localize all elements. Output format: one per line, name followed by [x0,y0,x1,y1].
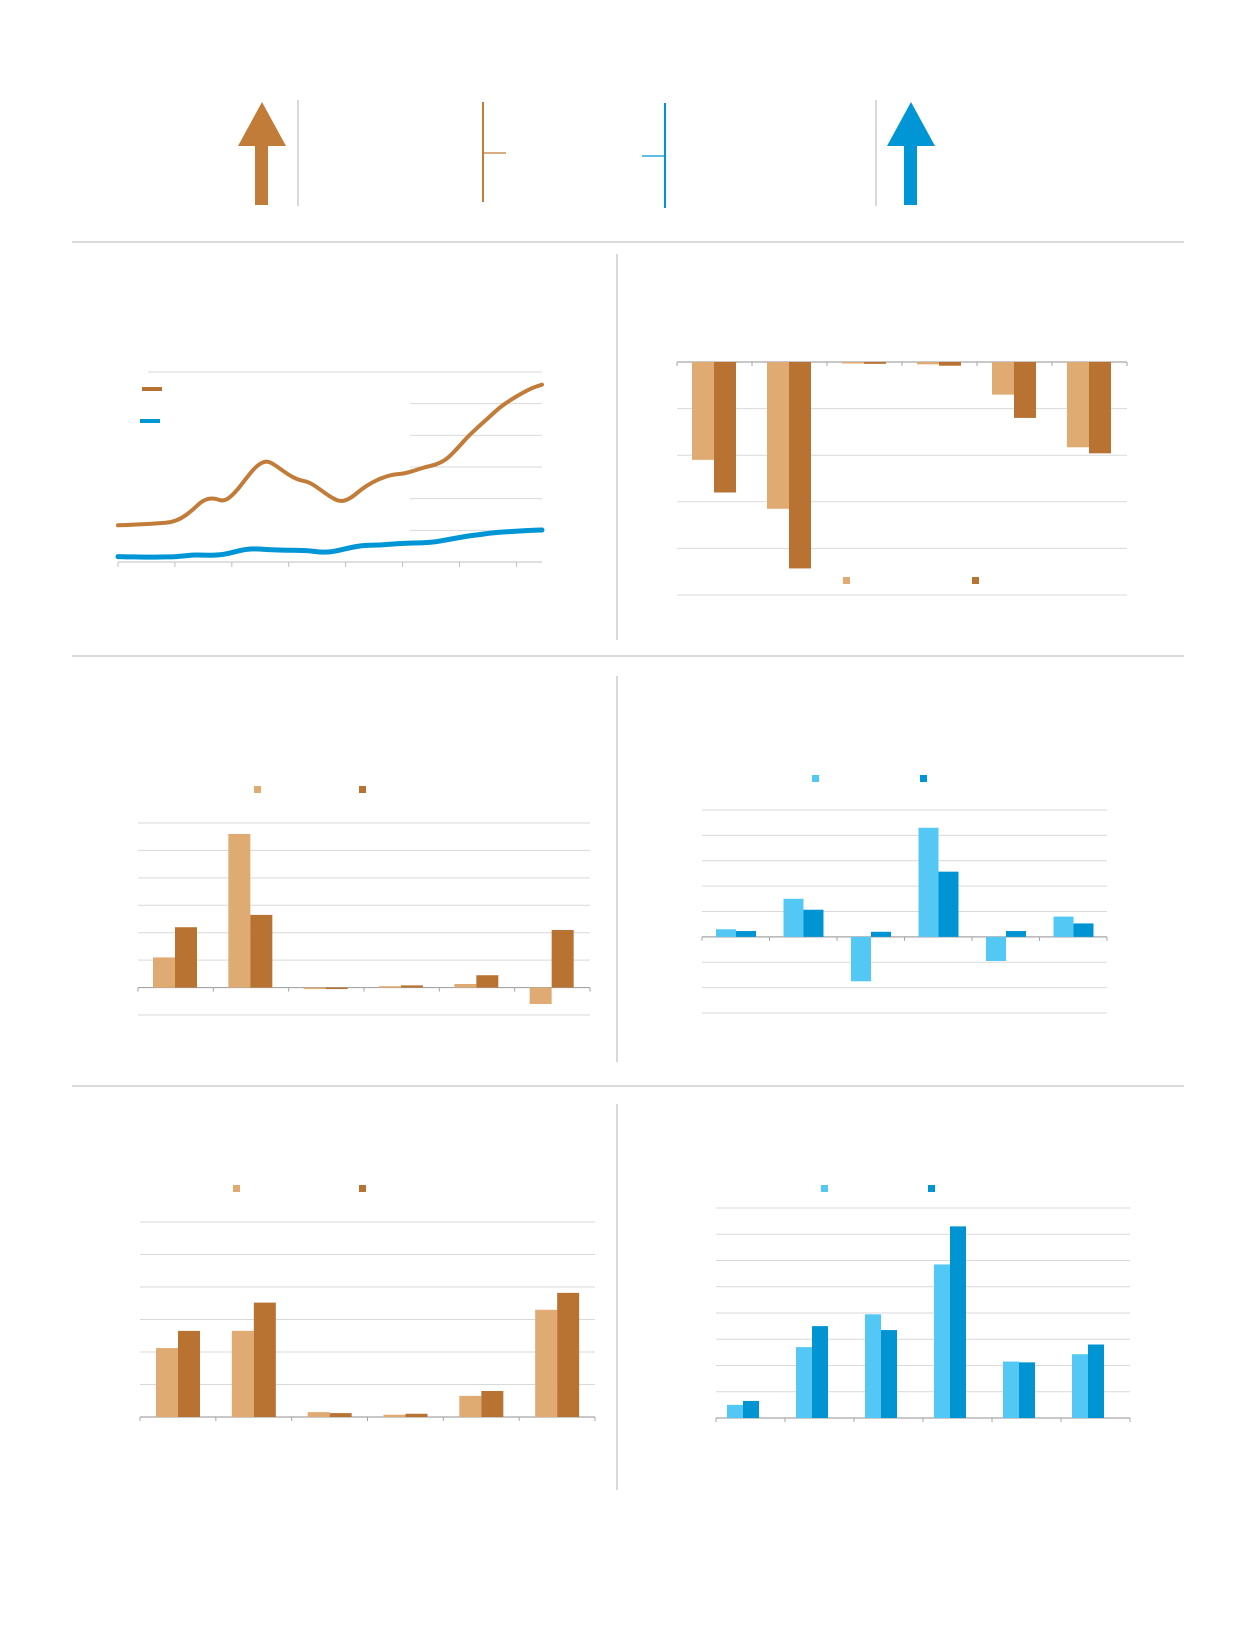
arrow-up-icon-shaft [904,145,917,205]
arrow-up-icon [887,102,935,205]
bar [803,909,824,937]
bar [918,827,939,937]
bar [228,833,251,988]
column-divider [616,676,618,1062]
bar [1003,1361,1019,1418]
bar [939,362,961,366]
section-divider [72,1085,1184,1087]
series-line-1 [116,382,544,528]
column-divider [616,1104,618,1490]
bar [871,931,891,937]
section-divider [72,241,1184,243]
legend-swatch [972,577,979,584]
bar [153,957,175,988]
bar [796,1347,812,1418]
bar [1089,362,1111,454]
bar [864,362,886,364]
bar [692,362,714,460]
bar [727,1404,743,1418]
bar [992,362,1014,395]
bar [454,984,477,988]
header-divider [875,100,877,206]
bar [1014,362,1036,418]
bar [383,1414,406,1417]
section-divider [72,655,1184,657]
bar [551,929,574,988]
legend-swatch [843,577,850,584]
bar [1067,362,1089,448]
arrow-up-icon-head [887,102,935,146]
legend-swatch [359,1185,366,1192]
bar [459,1395,482,1417]
bar [812,1326,828,1418]
bar [401,985,423,988]
bar [1053,916,1074,937]
bar [1073,923,1094,937]
legend-swatch [359,786,366,793]
bracket-icon [642,103,666,208]
bar [1006,931,1026,937]
bar [178,1330,200,1417]
arrow-up-icon-head [238,102,286,146]
arrow-up-icon [238,102,286,205]
bar [783,898,804,937]
bar [303,987,326,990]
bar [405,1413,428,1417]
bracket-icon [482,102,506,202]
bar [1072,1354,1088,1418]
bar [253,1302,276,1417]
bar [714,362,736,493]
bar [851,936,871,982]
bar [736,931,756,937]
bar [175,927,197,988]
bar [481,1391,504,1417]
legend-swatch [821,1185,828,1192]
bar [476,975,499,988]
bar [986,936,1006,961]
legend-swatch [233,1185,240,1192]
header-divider [297,100,299,206]
bar [529,987,552,1005]
bar [231,1330,254,1417]
bar [934,1264,950,1418]
bar [325,987,348,990]
bar [716,929,736,937]
legend-swatch [254,786,261,793]
legend-swatch [928,1185,935,1192]
bar [842,362,864,364]
bar [917,362,939,365]
bar [865,1314,881,1418]
bar [881,1330,897,1418]
bar [535,1309,558,1417]
bar [1019,1362,1035,1418]
bar [950,1226,966,1418]
bar [250,914,273,988]
legend-swatch [812,775,819,782]
bar [557,1292,580,1417]
series-line-2 [115,527,545,560]
bar [307,1412,330,1417]
bar [1088,1344,1104,1418]
column-divider [616,254,618,640]
bar [329,1413,352,1417]
bar [938,871,959,937]
bar [789,362,811,569]
bar [156,1348,178,1417]
arrow-up-icon-shaft [255,145,268,205]
legend-swatch [920,775,927,782]
bar [767,362,789,509]
bar [743,1400,759,1418]
bar [379,986,401,988]
